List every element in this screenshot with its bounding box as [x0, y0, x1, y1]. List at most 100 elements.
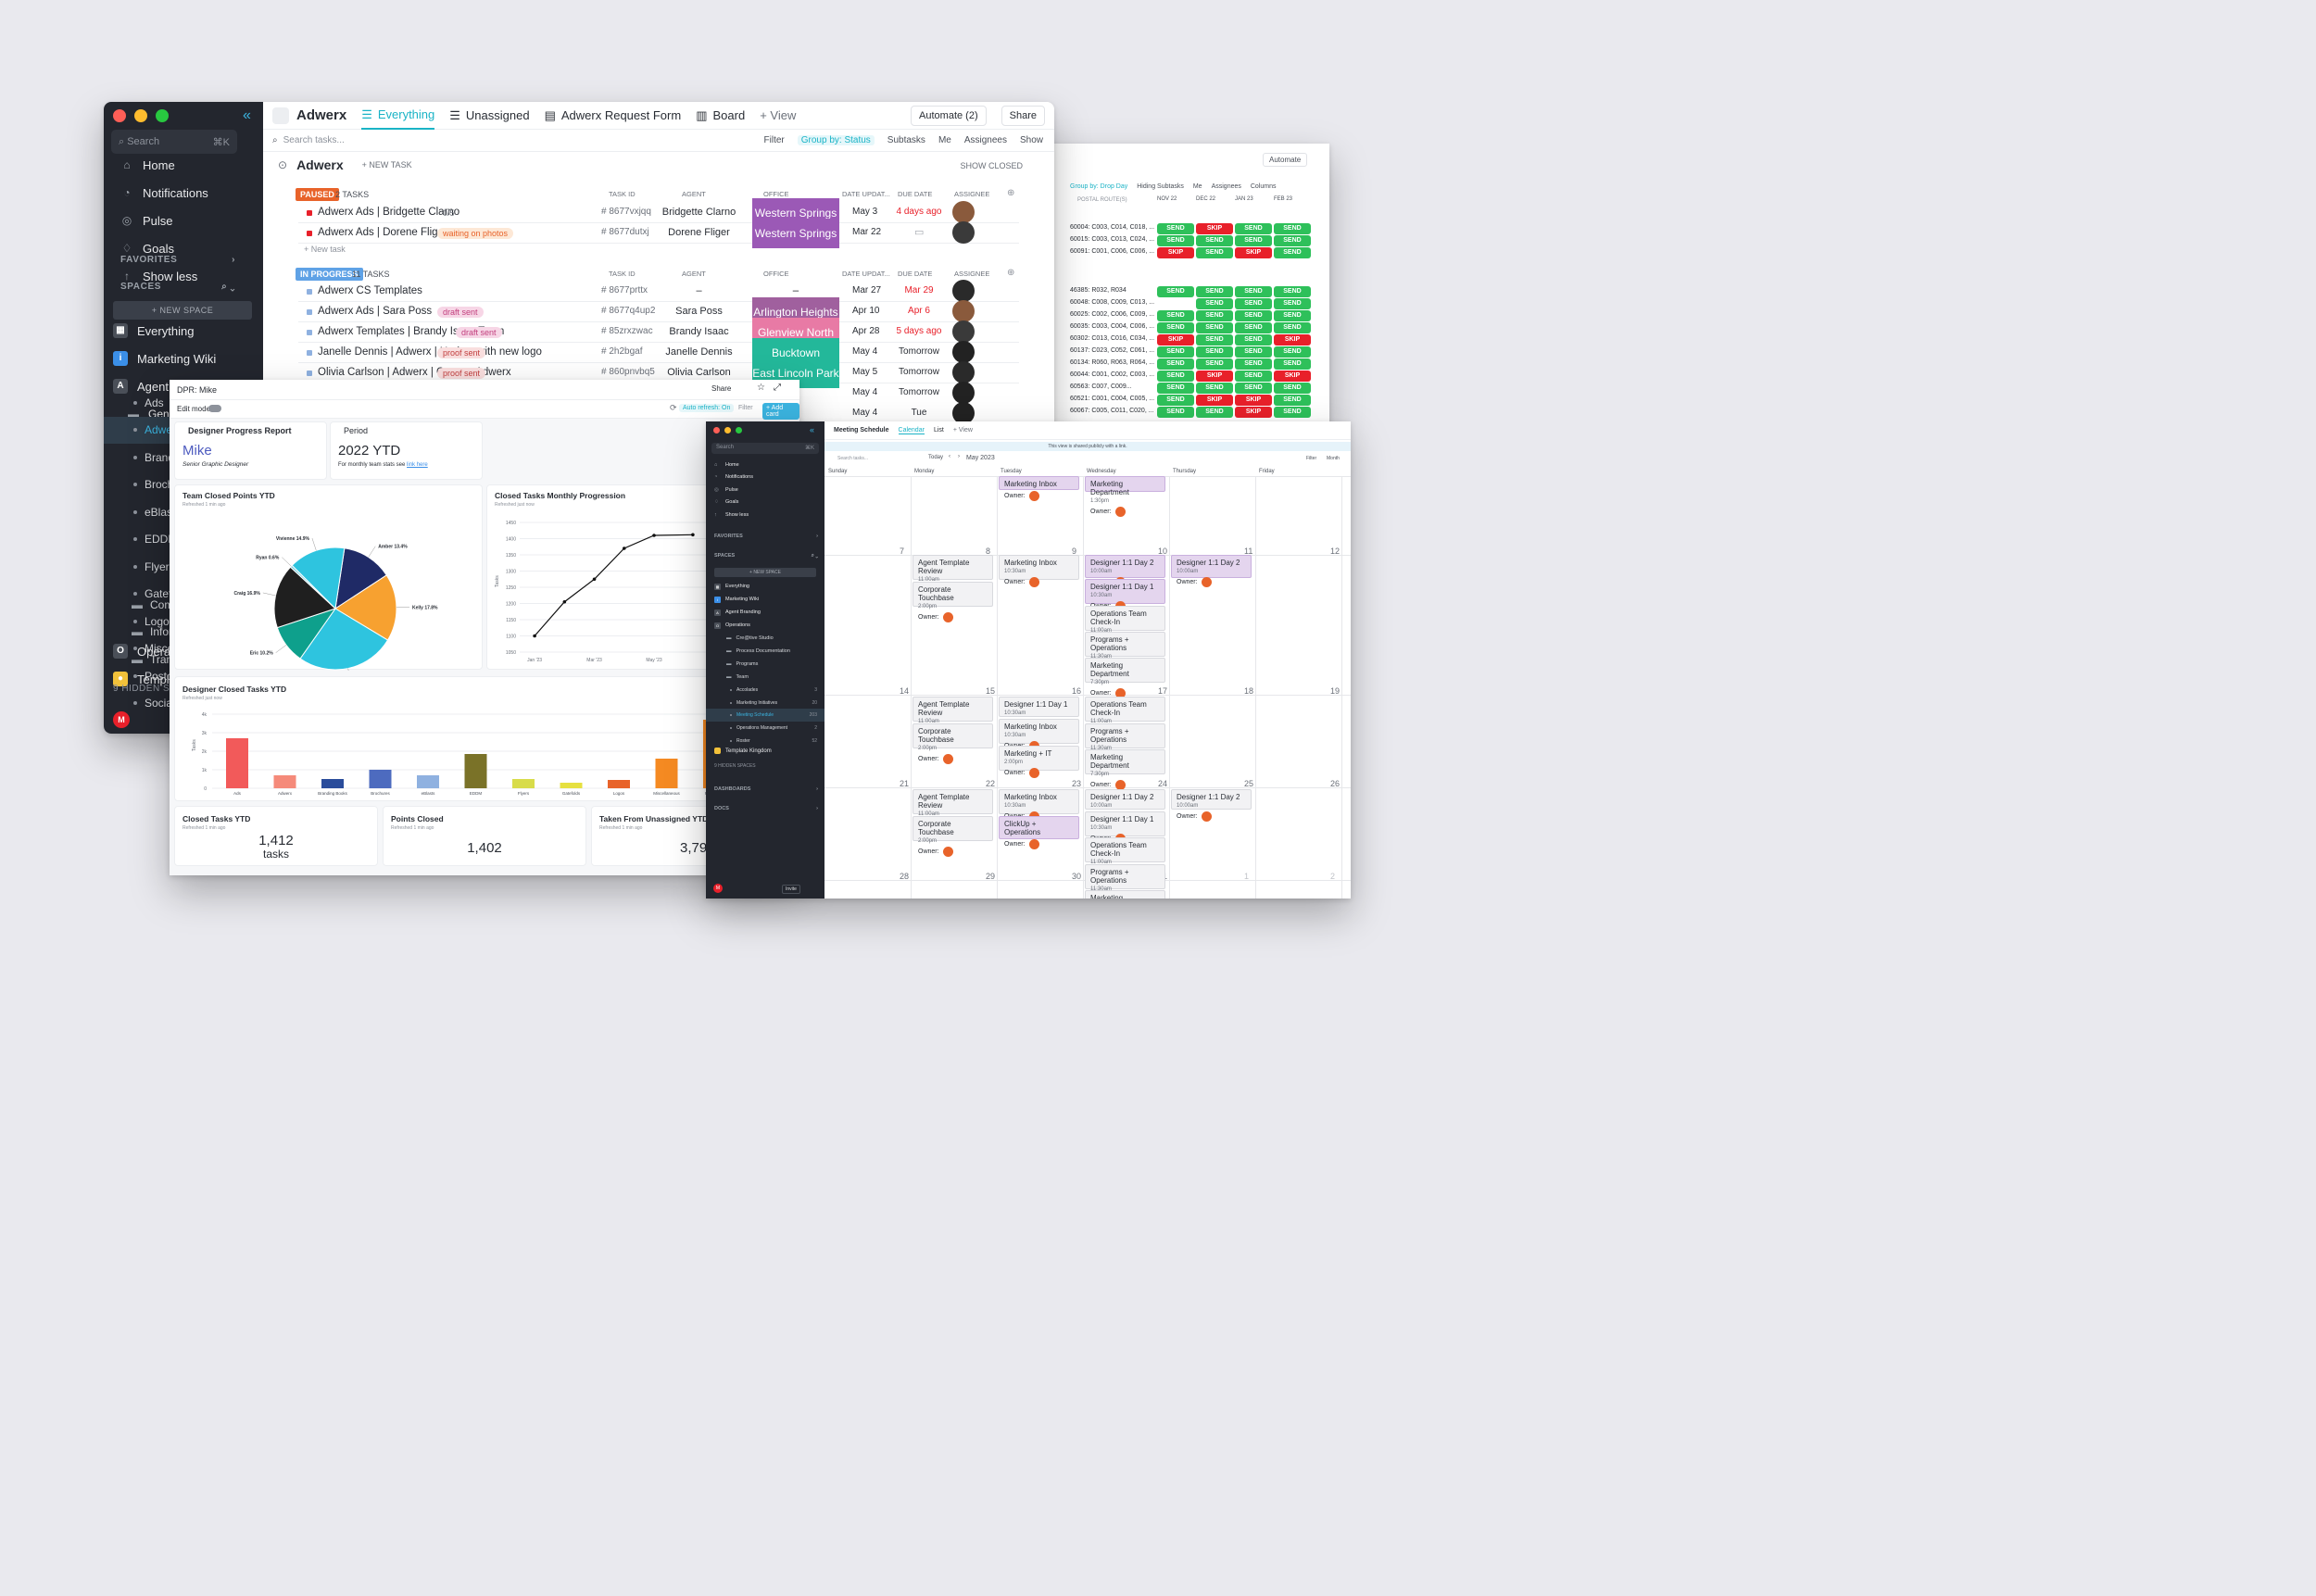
cal-search[interactable]: Search tasks... [837, 456, 869, 461]
task-row[interactable] [298, 223, 1019, 244]
data-point[interactable] [533, 634, 536, 638]
add-card-button[interactable]: + Add card [762, 403, 799, 420]
cal-nav-0[interactable]: ⌂ Home [706, 459, 824, 471]
sheet-hiding-subtasks[interactable]: Hiding Subtasks [1137, 183, 1184, 190]
data-point[interactable] [691, 533, 695, 537]
group-by-button[interactable]: Group by: Status [797, 135, 875, 145]
add-view-button[interactable]: + View [760, 108, 797, 122]
cal-folder-2[interactable]: ▬ Programs [706, 658, 824, 671]
sheet-status-button[interactable]: SEND [1274, 286, 1311, 297]
collapse-sidebar-icon[interactable]: « [810, 425, 815, 434]
cal-nav-3[interactable]: ♢ Goals [706, 496, 824, 509]
assignee-avatar[interactable] [952, 300, 975, 322]
sheet-status-button[interactable]: SEND [1274, 223, 1311, 234]
tab-calendar[interactable]: Calendar [898, 426, 925, 434]
assignee-avatar[interactable] [952, 361, 975, 383]
task-name[interactable]: Adwerx Ads | Bridgette Clarno [318, 207, 460, 218]
task-name[interactable]: Adwerx CS Templates [318, 285, 422, 296]
sheet-status-button[interactable]: SEND [1196, 358, 1233, 370]
status-in-progress[interactable]: IN PROGRESS [296, 268, 363, 281]
sheet-status-button[interactable]: SEND [1274, 407, 1311, 418]
sheet-status-button[interactable]: SEND [1196, 407, 1233, 418]
task-row[interactable] [298, 302, 1019, 322]
sheet-status-button[interactable]: SEND [1196, 322, 1233, 333]
pie-slice[interactable] [273, 566, 336, 629]
new-task-link[interactable]: + New task [304, 245, 346, 254]
sheet-status-button[interactable]: SEND [1235, 346, 1272, 358]
dashboard-filter[interactable]: Filter [738, 405, 753, 411]
assignee-avatar[interactable] [952, 280, 975, 302]
task-due-date[interactable]: Tomorrow [899, 367, 939, 377]
task-due-date[interactable]: Tomorrow [899, 387, 939, 397]
cal-new-space[interactable]: + NEW SPACE [714, 568, 816, 577]
user-avatar[interactable]: M [113, 711, 130, 728]
subtasks-button[interactable]: Subtasks [887, 135, 925, 145]
assignee-avatar[interactable] [952, 341, 975, 363]
task-name[interactable]: Janelle Dennis | Adwerx | Update with ne… [318, 346, 542, 358]
maximize-window-button[interactable] [736, 427, 742, 434]
sheet-status-button[interactable]: SEND [1274, 395, 1311, 406]
calendar-event[interactable]: Marketing Department 7:30pm Owner: [1085, 749, 1165, 790]
cal-list-4[interactable]: Roster 52 [706, 735, 824, 748]
collapse-sidebar-icon[interactable]: « [243, 107, 251, 123]
sheet-status-button[interactable]: SEND [1235, 298, 1272, 309]
sheet-status-button[interactable]: SEND [1235, 310, 1272, 321]
refresh-icon[interactable]: ⟳ [670, 403, 677, 412]
cal-template-kingdom[interactable]: Template Kingdom [714, 748, 772, 754]
sheet-status-button[interactable]: SEND [1235, 383, 1272, 394]
assignees-button[interactable]: Assignees [963, 135, 1007, 145]
next-icon[interactable]: › [958, 454, 960, 459]
pie-slice[interactable] [334, 574, 397, 641]
pie-slice[interactable] [299, 608, 389, 671]
cal-favorites[interactable]: FAVORITES › [714, 534, 818, 539]
data-point[interactable] [592, 577, 597, 582]
star-icon[interactable]: ☆ [757, 383, 765, 393]
sheet-status-button[interactable]: SEND [1274, 383, 1311, 394]
task-tag[interactable]: waiting on photos [437, 228, 514, 239]
tab-everything[interactable]: ☰ Everything [361, 102, 435, 130]
cal-folder-0[interactable]: ▬ Cre@tive Studio [706, 632, 824, 645]
minimize-window-button[interactable] [134, 109, 147, 122]
sheet-status-button[interactable]: SKIP [1274, 334, 1311, 346]
bar[interactable] [464, 754, 487, 788]
tab-unassigned[interactable]: ☰ Unassigned [449, 107, 530, 123]
sheet-date-header[interactable]: DEC 22 [1196, 196, 1216, 202]
sheet-status-button[interactable]: SEND [1235, 322, 1272, 333]
task-due-date[interactable]: Apr 6 [908, 306, 930, 316]
sheet-status-button[interactable]: SEND [1235, 334, 1272, 346]
column-header[interactable]: DUE DATE [898, 270, 933, 278]
period-link[interactable]: link here [407, 462, 428, 468]
cal-space-2[interactable]: A Agent Branding [706, 606, 824, 619]
subtask-count[interactable]: 0/5 [443, 208, 455, 218]
calendar-event[interactable]: Marketing + IT 2:00pm Owner: [999, 746, 1079, 778]
add-column-icon[interactable]: ⊕ [1007, 188, 1015, 198]
new-space-button[interactable]: + NEW SPACE [113, 301, 252, 320]
new-task-button[interactable]: + NEW TASK [361, 160, 412, 170]
sheet-status-button[interactable]: SKIP [1235, 407, 1272, 418]
column-header[interactable]: DUE DATE [898, 190, 933, 198]
sheet-status-button[interactable]: SEND [1157, 383, 1194, 394]
bar[interactable] [369, 770, 392, 788]
calendar-event[interactable]: Marketing Inbox Owner: [999, 476, 1079, 501]
sheet-status-button[interactable]: SKIP [1235, 247, 1272, 258]
collapse-icon[interactable]: ⊙ [278, 158, 288, 171]
sheet-status-button[interactable]: SEND [1157, 358, 1194, 370]
sheet-status-button[interactable]: SEND [1274, 298, 1311, 309]
bar[interactable] [321, 779, 344, 788]
close-window-button[interactable] [713, 427, 720, 434]
cal-folder-3[interactable]: ▬ Team [706, 671, 824, 684]
sheet-status-button[interactable]: SEND [1274, 247, 1311, 258]
sheet-date-header[interactable]: FEB 23 [1274, 196, 1293, 202]
sheet-status-button[interactable]: SEND [1274, 346, 1311, 358]
sheet-status-button[interactable]: SEND [1196, 298, 1233, 309]
